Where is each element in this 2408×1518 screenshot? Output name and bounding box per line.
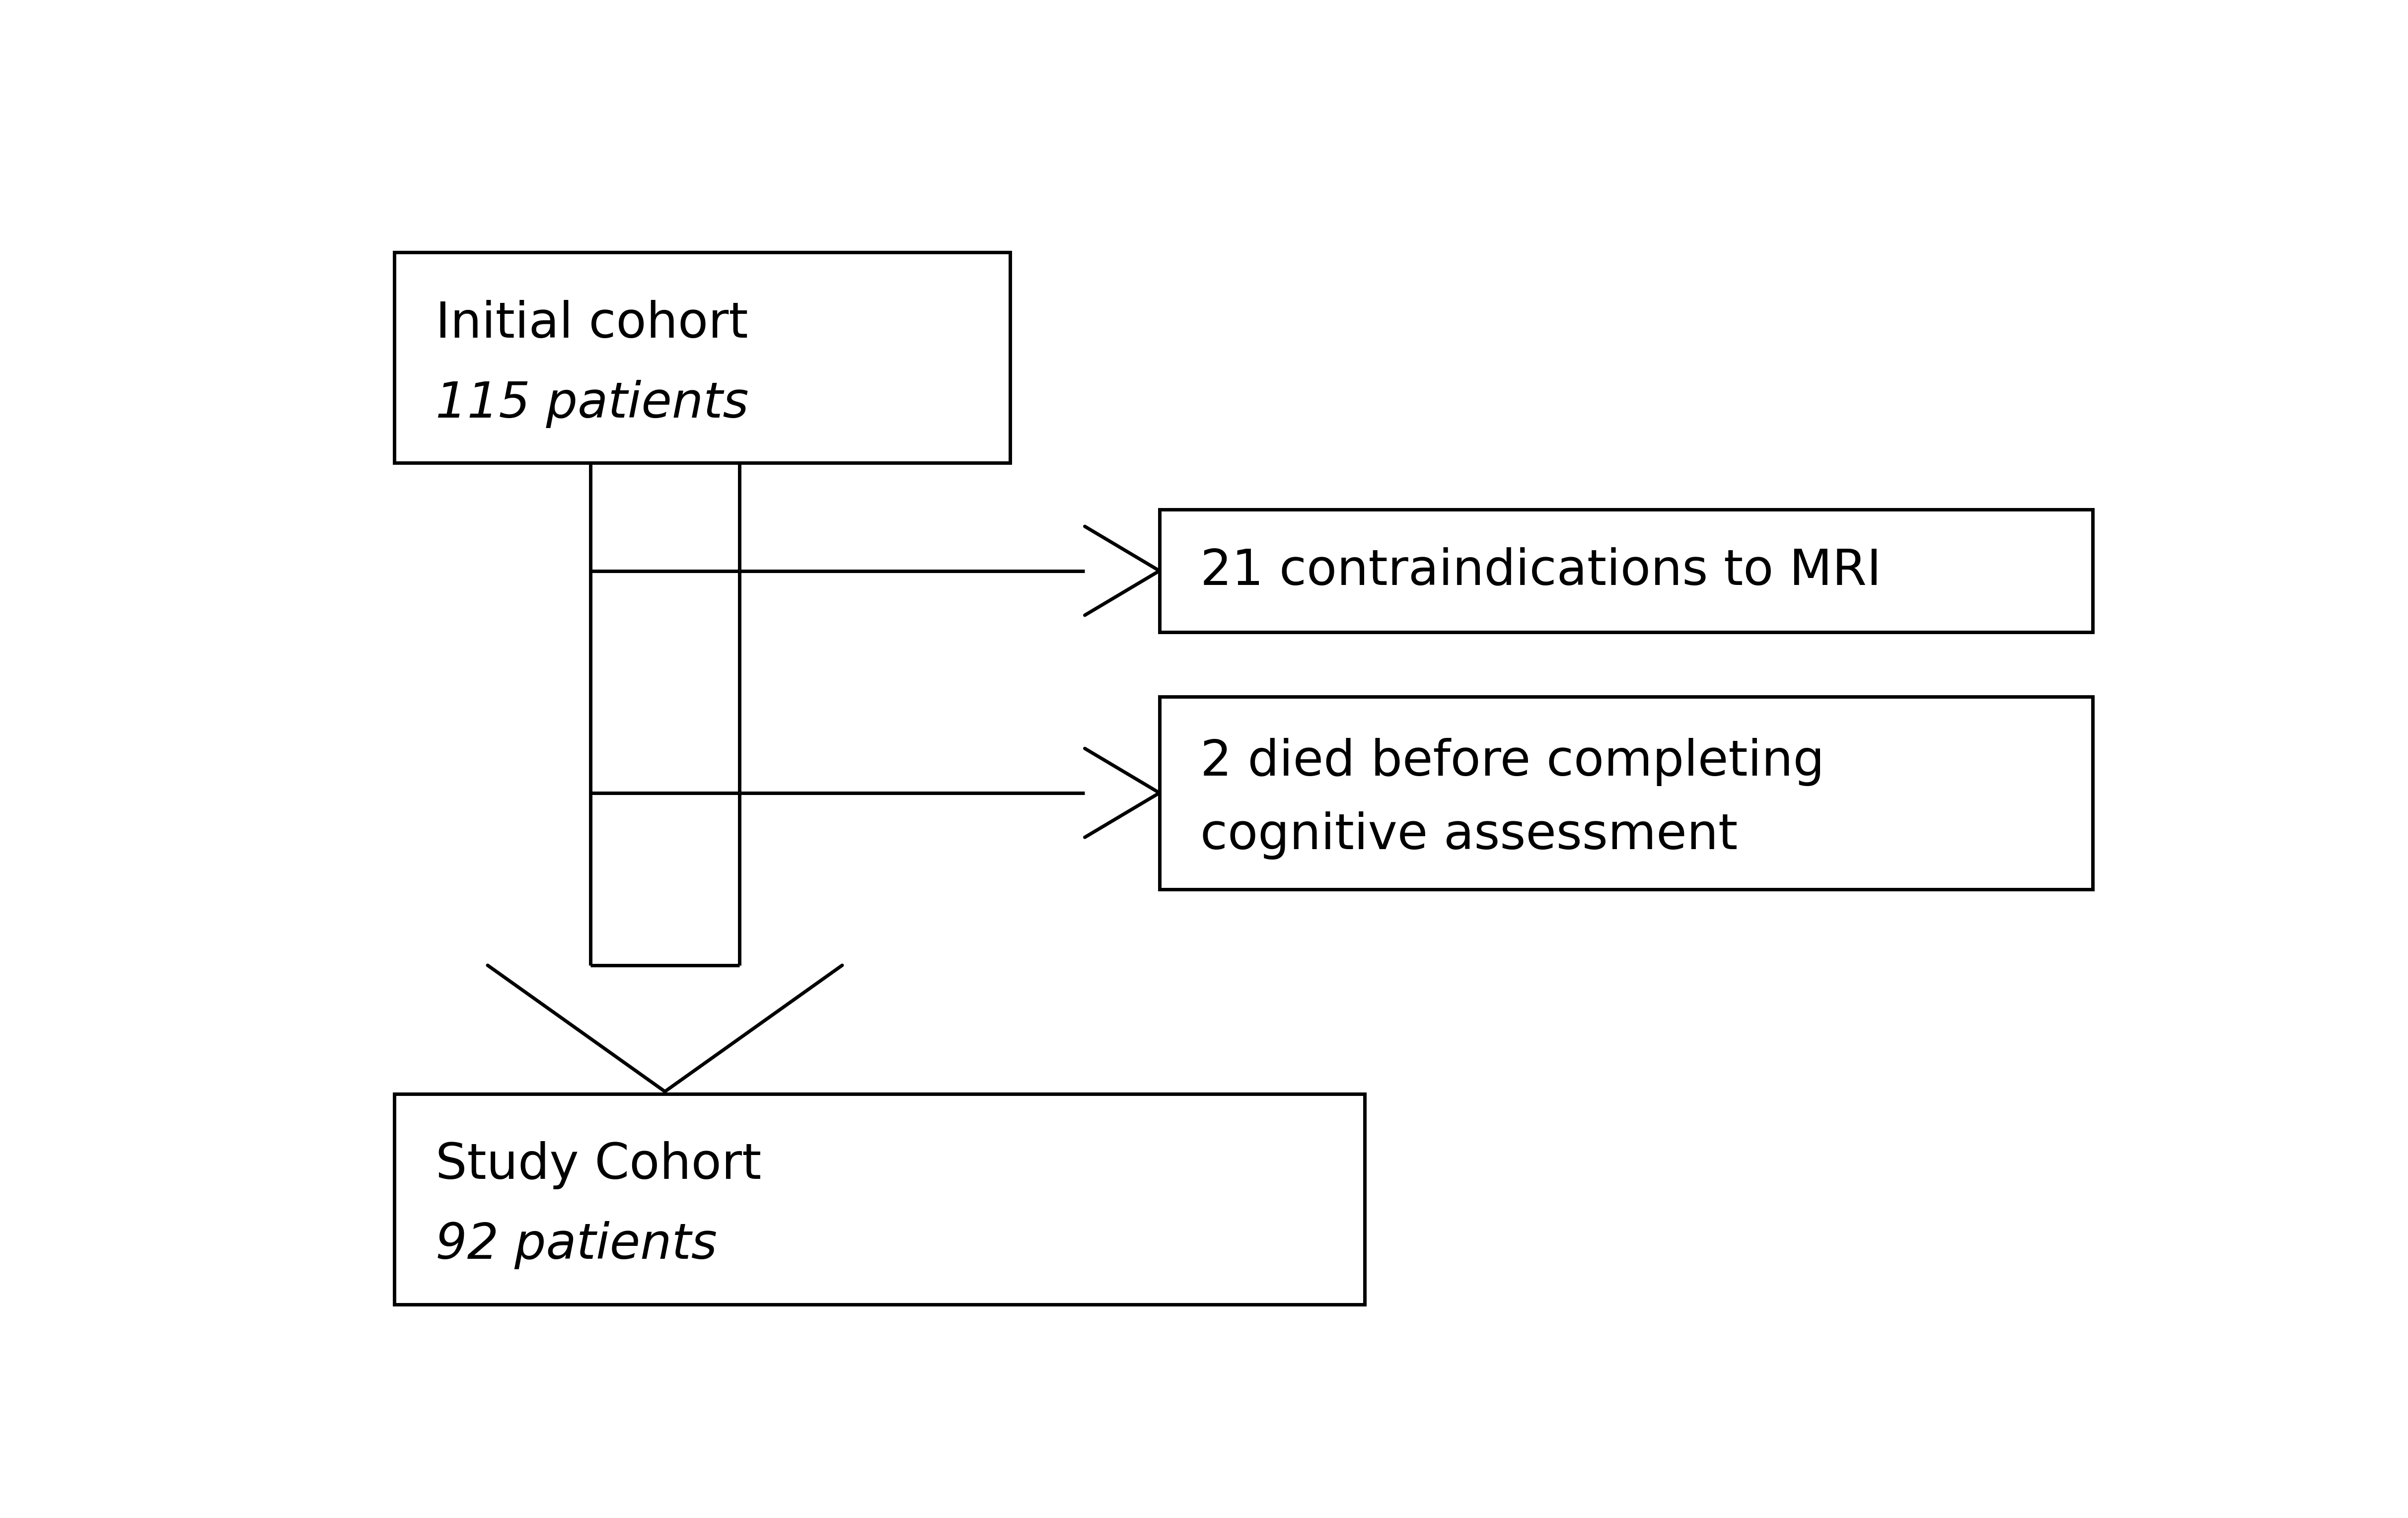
Text: 2 died before completing: 2 died before completing [1202, 738, 1825, 786]
Bar [395, 252, 1011, 463]
Text: cognitive assessment: cognitive assessment [1202, 811, 1739, 859]
Text: Study Cohort: Study Cohort [436, 1142, 761, 1190]
Bar [1161, 510, 2093, 631]
Text: 92 patients: 92 patients [436, 1222, 718, 1269]
Bar [395, 1094, 1365, 1304]
Bar [1161, 697, 2093, 890]
Text: 21 contraindications to MRI: 21 contraindications to MRI [1202, 546, 1881, 595]
Text: 115 patients: 115 patients [436, 380, 749, 428]
Text: Initial cohort: Initial cohort [436, 299, 749, 348]
